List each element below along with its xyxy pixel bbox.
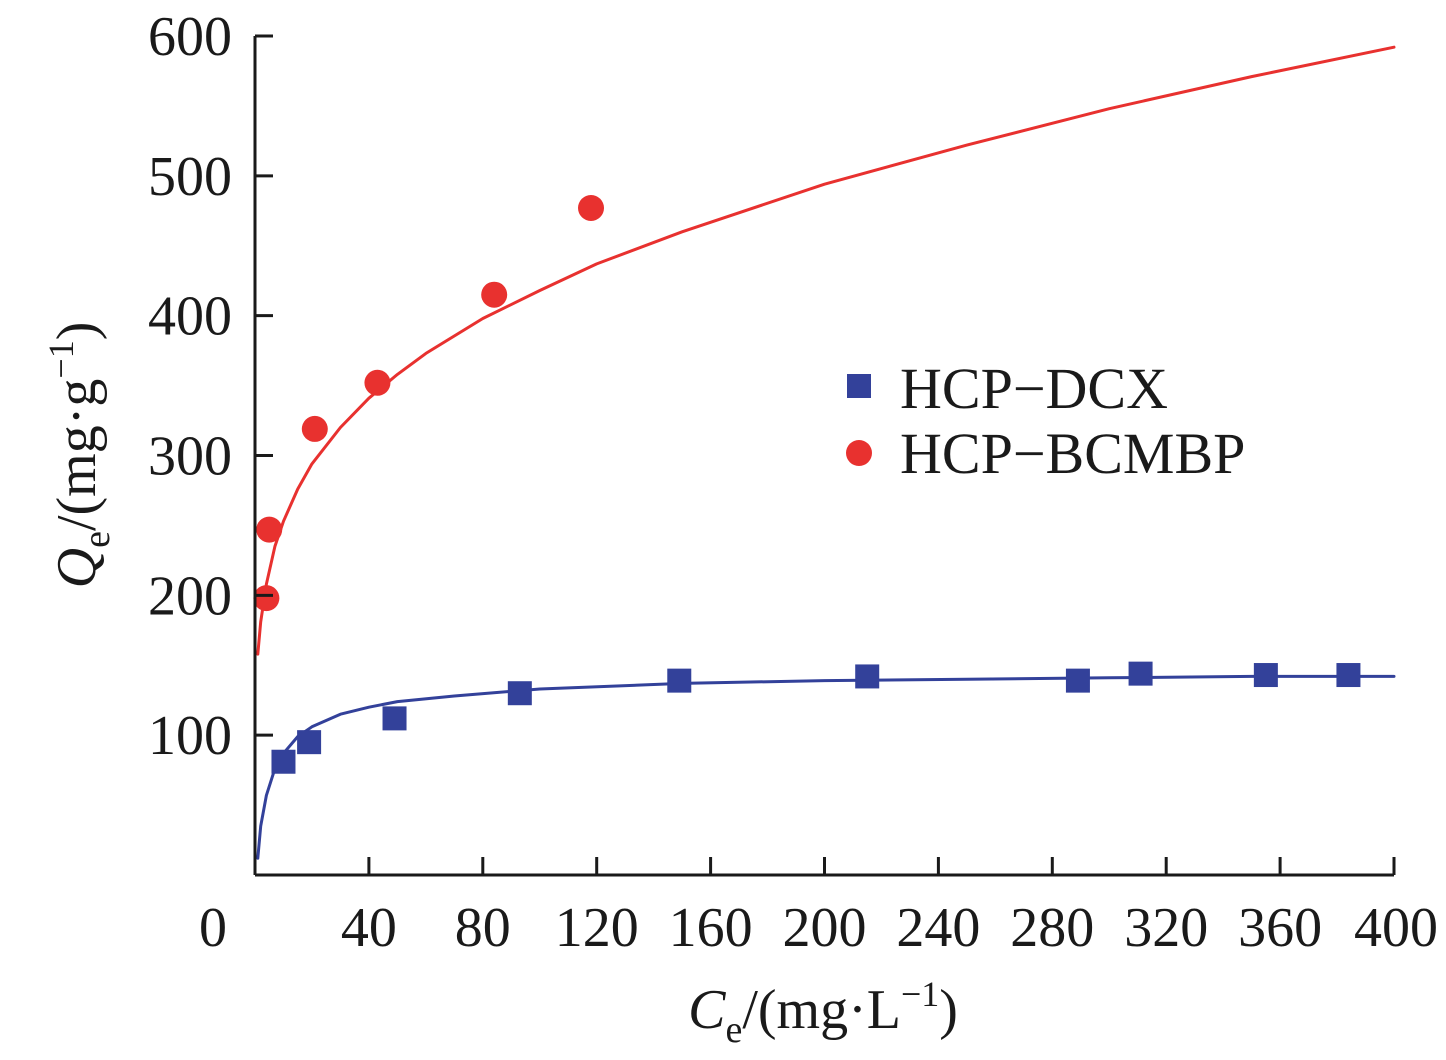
fit-curve-hcp-dcx bbox=[256, 674, 1396, 860]
x-axis-title-sub: e bbox=[725, 1009, 742, 1051]
y-tick-label: 400 bbox=[148, 286, 232, 348]
data-point-hcp-dcx bbox=[271, 749, 296, 774]
data-point-hcp-bcmbp bbox=[256, 516, 283, 543]
data-point-hcp-bcmbp bbox=[253, 585, 280, 612]
data-point-hcp-dcx bbox=[382, 706, 407, 731]
x-axis-ticks: 0 40 80 120 160 200 240 280 320 360 400 bbox=[199, 857, 1438, 959]
data-point-hcp-dcx bbox=[855, 664, 880, 689]
legend: HCP−DCX HCP−BCMBP bbox=[846, 356, 1245, 486]
x-tick-label: 200 bbox=[783, 897, 867, 959]
data-point-hcp-dcx bbox=[507, 681, 532, 706]
x-tick-label: 320 bbox=[1124, 897, 1208, 959]
y-axis-title: Qe/(mg·g−1) bbox=[41, 322, 118, 589]
y-axis-ticks: 100 200 300 400 500 600 bbox=[148, 6, 273, 767]
legend-marker-hcp-dcx bbox=[847, 374, 871, 398]
y-tick-label: 300 bbox=[148, 426, 232, 488]
x-tick-label: 120 bbox=[555, 897, 639, 959]
y-axis-title-main: Q bbox=[46, 548, 108, 588]
x-tick-label: 40 bbox=[341, 897, 397, 959]
y-axis-title-sub: e bbox=[76, 531, 118, 548]
x-axis-title-main: C bbox=[688, 979, 726, 1041]
x-tick-label: 400 bbox=[1354, 897, 1438, 959]
y-tick-label: 100 bbox=[148, 705, 232, 767]
y-axis-title-close: ) bbox=[46, 322, 108, 341]
data-point-hcp-bcmbp bbox=[364, 369, 391, 396]
legend-label-hcp-bcmbp: HCP−BCMBP bbox=[900, 421, 1245, 486]
x-axis-title: Ce/(mg·L−1) bbox=[688, 974, 958, 1051]
data-point-hcp-dcx bbox=[297, 730, 322, 755]
data-point-hcp-dcx bbox=[1336, 663, 1361, 688]
x-axis-title-unit: /(mg·L bbox=[742, 979, 901, 1041]
y-tick-label: 600 bbox=[148, 6, 232, 68]
fit-curve-hcp-bcmbp bbox=[256, 45, 1396, 656]
data-point-hcp-bcmbp bbox=[578, 194, 605, 221]
x-tick-label: 280 bbox=[1010, 897, 1094, 959]
y-tick-label: 500 bbox=[148, 146, 232, 208]
data-point-hcp-dcx bbox=[1253, 663, 1278, 688]
axes-layer: 100 200 300 400 500 600 0 40 80 120 160 200 240 280 3… bbox=[148, 6, 1438, 959]
data-point-hcp-dcx bbox=[1065, 668, 1090, 693]
data-point-hcp-bcmbp bbox=[301, 415, 328, 442]
data-point-hcp-dcx bbox=[667, 668, 692, 693]
data-point-hcp-bcmbp bbox=[481, 281, 508, 308]
data-point-hcp-dcx bbox=[1128, 661, 1153, 686]
x-tick-label: 360 bbox=[1238, 897, 1322, 959]
x-tick-label: 80 bbox=[455, 897, 511, 959]
x-tick-label: 0 bbox=[199, 897, 227, 959]
legend-marker-hcp-bcmbp bbox=[846, 440, 872, 466]
y-axis-title-sup: −1 bbox=[41, 340, 81, 378]
data-points-layer bbox=[253, 194, 1361, 774]
y-tick-label: 200 bbox=[148, 565, 232, 627]
x-axis-title-sup: −1 bbox=[901, 974, 939, 1014]
x-axis-title-close: ) bbox=[939, 979, 958, 1041]
x-tick-label: 160 bbox=[669, 897, 753, 959]
x-tick-label: 240 bbox=[896, 897, 980, 959]
legend-label-hcp-dcx: HCP−DCX bbox=[900, 356, 1168, 421]
y-axis-title-unit: /(mg·g bbox=[46, 379, 108, 531]
